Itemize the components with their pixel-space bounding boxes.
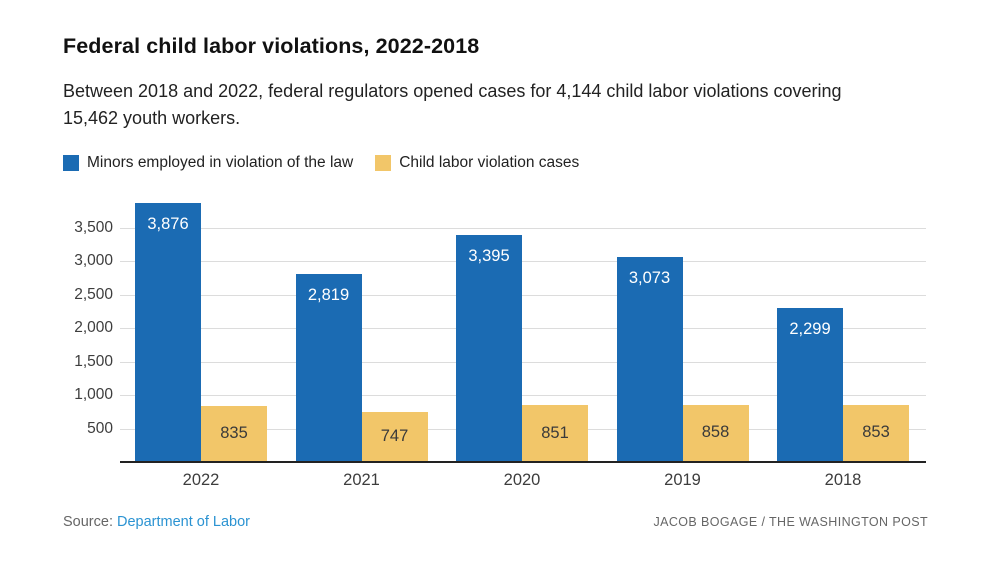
bar-cases-2022 xyxy=(201,406,267,462)
bar-value-label: 3,073 xyxy=(628,268,671,287)
x-axis-label: 2022 xyxy=(182,471,220,489)
bar-value-label: 747 xyxy=(380,427,409,446)
source-link[interactable]: Department of Labor xyxy=(117,514,251,530)
bar-value-label: 3,395 xyxy=(468,247,510,266)
chart-subtitle: Between 2018 and 2022, federal regulator… xyxy=(63,81,842,128)
gridline xyxy=(120,395,926,397)
bar-value-label: 835 xyxy=(220,424,248,443)
legend-swatch-minors-icon xyxy=(63,155,79,171)
y-axis-tick-label: 3,500 xyxy=(74,219,113,236)
x-axis-label: 2020 xyxy=(503,471,541,489)
legend-item-cases: Child labor violation cases xyxy=(375,154,579,172)
gridline xyxy=(120,361,926,363)
credit-line: JACOB BOGAGE / THE WASHINGTON POST xyxy=(653,515,928,529)
y-axis-tick-label: 1,500 xyxy=(74,352,113,370)
x-axis-label: 2021 xyxy=(343,471,380,489)
x-axis-line xyxy=(120,461,926,463)
y-axis-tick-label: 1,000 xyxy=(74,386,113,404)
bar-cases-2019 xyxy=(682,404,749,462)
legend-item-minors: Minors employed in violation of the law xyxy=(63,154,353,172)
bar-value-label: 858 xyxy=(701,423,730,442)
bar-value-label: 851 xyxy=(541,423,569,442)
gridline xyxy=(120,228,926,229)
bar-cases-2018 xyxy=(843,404,909,462)
legend-label-cases: Child labor violation cases xyxy=(399,154,580,171)
bar-value-label: 2,819 xyxy=(307,285,350,304)
bar-cases-2021 xyxy=(361,412,428,462)
y-axis-tick-label: 3,000 xyxy=(74,252,113,270)
bar-value-label: 3,876 xyxy=(147,214,189,233)
gridline xyxy=(120,328,926,330)
y-axis-tick-label: 500 xyxy=(87,419,113,437)
bar-value-label: 2,299 xyxy=(789,320,831,339)
bar-minors-2020 xyxy=(456,235,522,462)
y-axis-tick-label: 2,500 xyxy=(74,285,113,303)
source-line: Source: Department of Labor xyxy=(63,514,250,530)
bar-minors-2018 xyxy=(777,308,843,462)
y-axis-tick-label: 2,000 xyxy=(74,319,113,337)
bar-minors-2019 xyxy=(616,256,683,462)
bar-minors-2021 xyxy=(295,273,362,462)
chart-legend: Minors employed in violation of the law … xyxy=(63,154,579,172)
bar-minors-2022 xyxy=(135,202,201,462)
bar-value-label: 853 xyxy=(862,423,890,442)
gridline xyxy=(120,261,926,263)
x-axis-label: 2018 xyxy=(824,471,862,489)
chart-title: Federal child labor violations, 2022-201… xyxy=(63,34,480,58)
source-label: Source: xyxy=(63,514,113,530)
x-axis-label: 2019 xyxy=(664,471,701,489)
gridline xyxy=(120,294,926,296)
legend-label-minors: Minors employed in violation of the law xyxy=(87,154,354,171)
legend-swatch-cases-icon xyxy=(375,155,392,171)
bar-cases-2020 xyxy=(522,405,588,462)
